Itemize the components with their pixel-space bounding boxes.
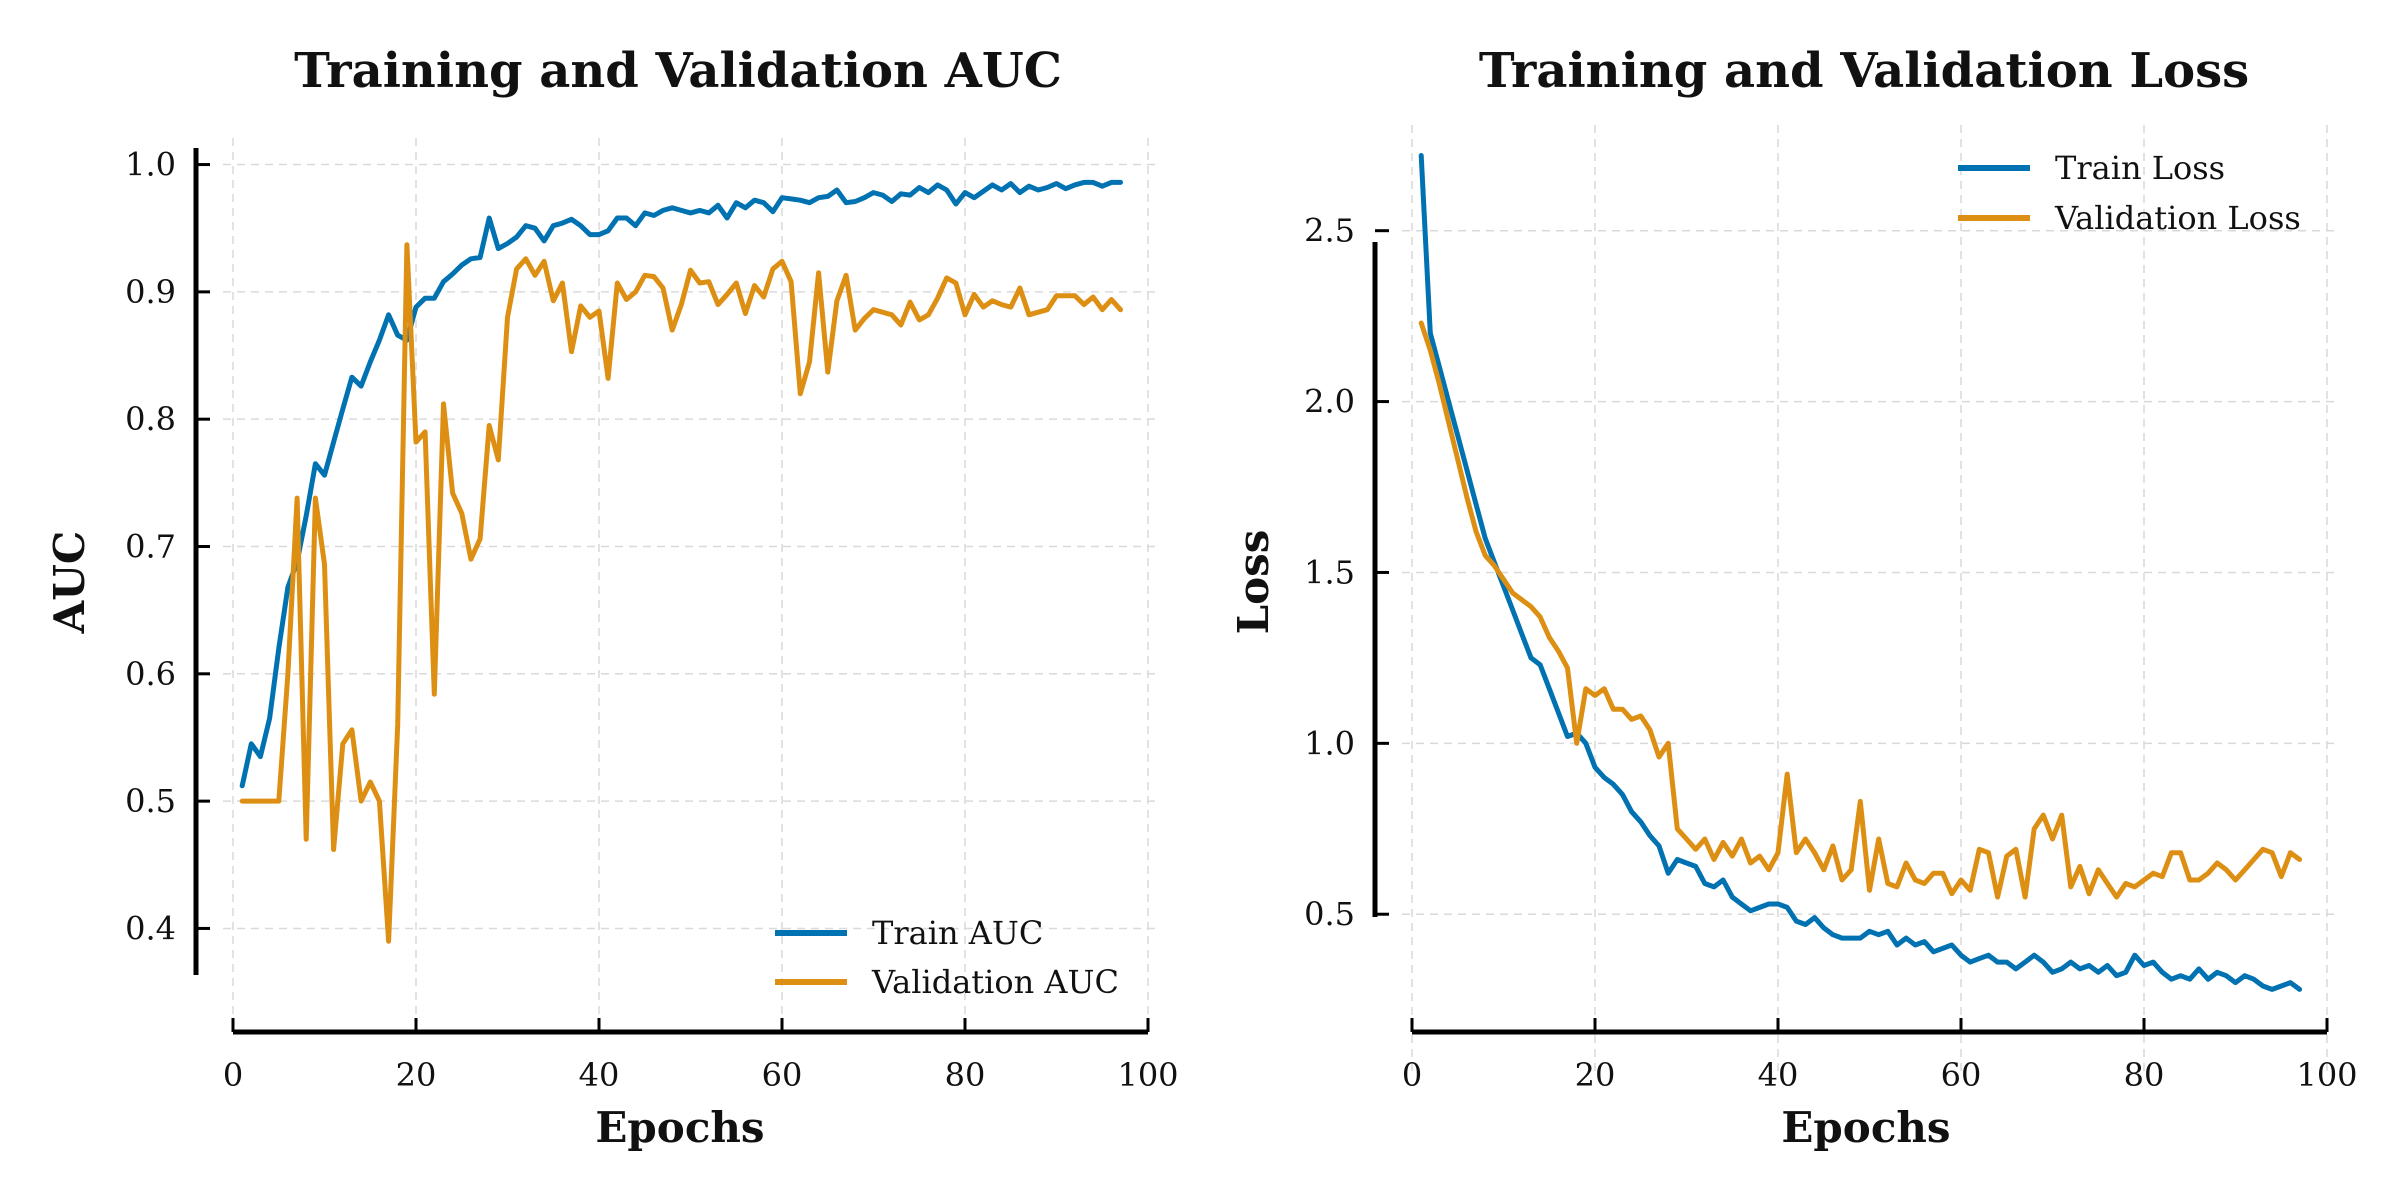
series-line-validation-auc bbox=[239, 242, 1123, 944]
x-tick-label: 100 bbox=[1117, 1056, 1178, 1094]
legend-label: Train AUC bbox=[872, 914, 1043, 952]
x-tick-label: 80 bbox=[945, 1056, 986, 1094]
x-tick-label: 100 bbox=[2296, 1056, 2357, 1094]
x-tick-label: 60 bbox=[762, 1056, 803, 1094]
y-tick-label: 0.8 bbox=[125, 400, 176, 438]
y-axis-label: AUC bbox=[45, 531, 94, 635]
series-line-train-loss bbox=[1418, 153, 2303, 992]
y-tick-label: 0.7 bbox=[125, 527, 176, 565]
y-tick-label: 0.5 bbox=[1304, 895, 1355, 933]
y-axis-label: Loss bbox=[1229, 530, 1278, 635]
x-axis-label: Epochs bbox=[1781, 1103, 1950, 1152]
x-tick-label: 80 bbox=[2124, 1056, 2165, 1094]
grid bbox=[223, 138, 1158, 1023]
x-tick-label: 20 bbox=[1575, 1056, 1616, 1094]
series-line-train-auc bbox=[239, 179, 1123, 789]
grid bbox=[1402, 125, 2337, 1077]
auc-chart-panel: Training and Validation AUC Epochs AUC 0… bbox=[45, 43, 1179, 1152]
y-tick-label: 1.0 bbox=[1304, 724, 1355, 762]
chart-title: Training and Validation Loss bbox=[1479, 43, 2249, 99]
x-tick-label: 40 bbox=[1758, 1056, 1799, 1094]
legend: Train AUC Validation AUC bbox=[775, 914, 1119, 1001]
y-tick-label: 1.0 bbox=[125, 146, 176, 184]
x-tick-label: 20 bbox=[396, 1056, 437, 1094]
y-tick-label: 0.5 bbox=[125, 782, 176, 820]
legend-label: Train Loss bbox=[2055, 149, 2225, 187]
y-tick-label: 2.5 bbox=[1304, 212, 1355, 250]
chart-title: Training and Validation AUC bbox=[294, 43, 1062, 99]
y-tick-label: 0.4 bbox=[125, 909, 176, 947]
legend: Train Loss Validation Loss bbox=[1958, 149, 2301, 237]
y-tick-label: 0.6 bbox=[125, 655, 176, 693]
legend-label: Validation Loss bbox=[2054, 199, 2301, 237]
series-line-validation-loss bbox=[1418, 320, 2303, 900]
x-tick-label: 40 bbox=[579, 1056, 620, 1094]
legend-label: Validation AUC bbox=[871, 963, 1119, 1001]
x-tick-label: 0 bbox=[1402, 1056, 1422, 1094]
x-tick-label: 60 bbox=[1941, 1056, 1982, 1094]
y-tick-label: 0.9 bbox=[125, 273, 176, 311]
x-tick-label: 0 bbox=[223, 1056, 243, 1094]
loss-chart-panel: Training and Validation Loss Epochs Loss… bbox=[1229, 43, 2358, 1152]
x-axis-label: Epochs bbox=[595, 1103, 764, 1152]
y-tick-label: 1.5 bbox=[1304, 553, 1355, 591]
y-tick-label: 2.0 bbox=[1304, 383, 1355, 421]
